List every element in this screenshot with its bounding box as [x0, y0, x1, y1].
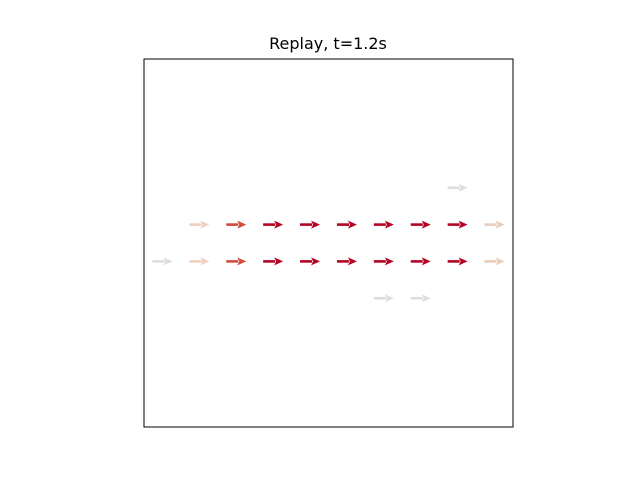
arrow-head — [200, 257, 210, 266]
arrow-head — [311, 257, 321, 266]
arrow-mark — [226, 257, 247, 266]
arrow-head — [421, 257, 431, 266]
arrow-head — [200, 220, 210, 229]
arrow-layer — [152, 183, 505, 303]
arrow-head — [495, 257, 505, 266]
arrow-head — [421, 294, 431, 303]
axes-frame — [143, 58, 514, 428]
arrow-head — [274, 220, 284, 229]
chart-title: Replay, t=1.2s — [269, 34, 387, 53]
arrow-mark — [373, 220, 394, 229]
arrow-mark — [226, 220, 247, 229]
arrow-mark — [300, 220, 321, 229]
arrow-mark — [447, 183, 468, 192]
arrow-mark — [484, 257, 505, 266]
arrow-mark — [189, 257, 210, 266]
arrow-mark — [336, 220, 357, 229]
arrow-head — [274, 257, 284, 266]
arrow-head — [163, 257, 173, 266]
arrow-head — [384, 220, 394, 229]
arrow-mark — [263, 257, 284, 266]
arrow-head — [421, 220, 431, 229]
arrow-head — [237, 257, 247, 266]
arrow-mark — [189, 220, 210, 229]
arrow-head — [237, 220, 247, 229]
arrow-head — [495, 220, 505, 229]
arrow-mark — [336, 257, 357, 266]
arrow-head — [347, 257, 357, 266]
arrow-mark — [410, 220, 431, 229]
arrow-head — [347, 220, 357, 229]
arrow-mark — [373, 257, 394, 266]
arrow-head — [458, 257, 468, 266]
arrow-mark — [410, 257, 431, 266]
arrow-mark — [484, 220, 505, 229]
arrow-head — [384, 294, 394, 303]
arrow-mark — [152, 257, 173, 266]
arrow-mark — [447, 220, 468, 229]
arrow-head — [458, 220, 468, 229]
arrow-mark — [263, 220, 284, 229]
arrow-head — [311, 220, 321, 229]
arrow-mark — [373, 294, 394, 303]
arrow-mark — [447, 257, 468, 266]
arrow-mark — [410, 294, 431, 303]
arrow-head — [384, 257, 394, 266]
arrow-mark — [300, 257, 321, 266]
arrow-head — [458, 183, 468, 192]
